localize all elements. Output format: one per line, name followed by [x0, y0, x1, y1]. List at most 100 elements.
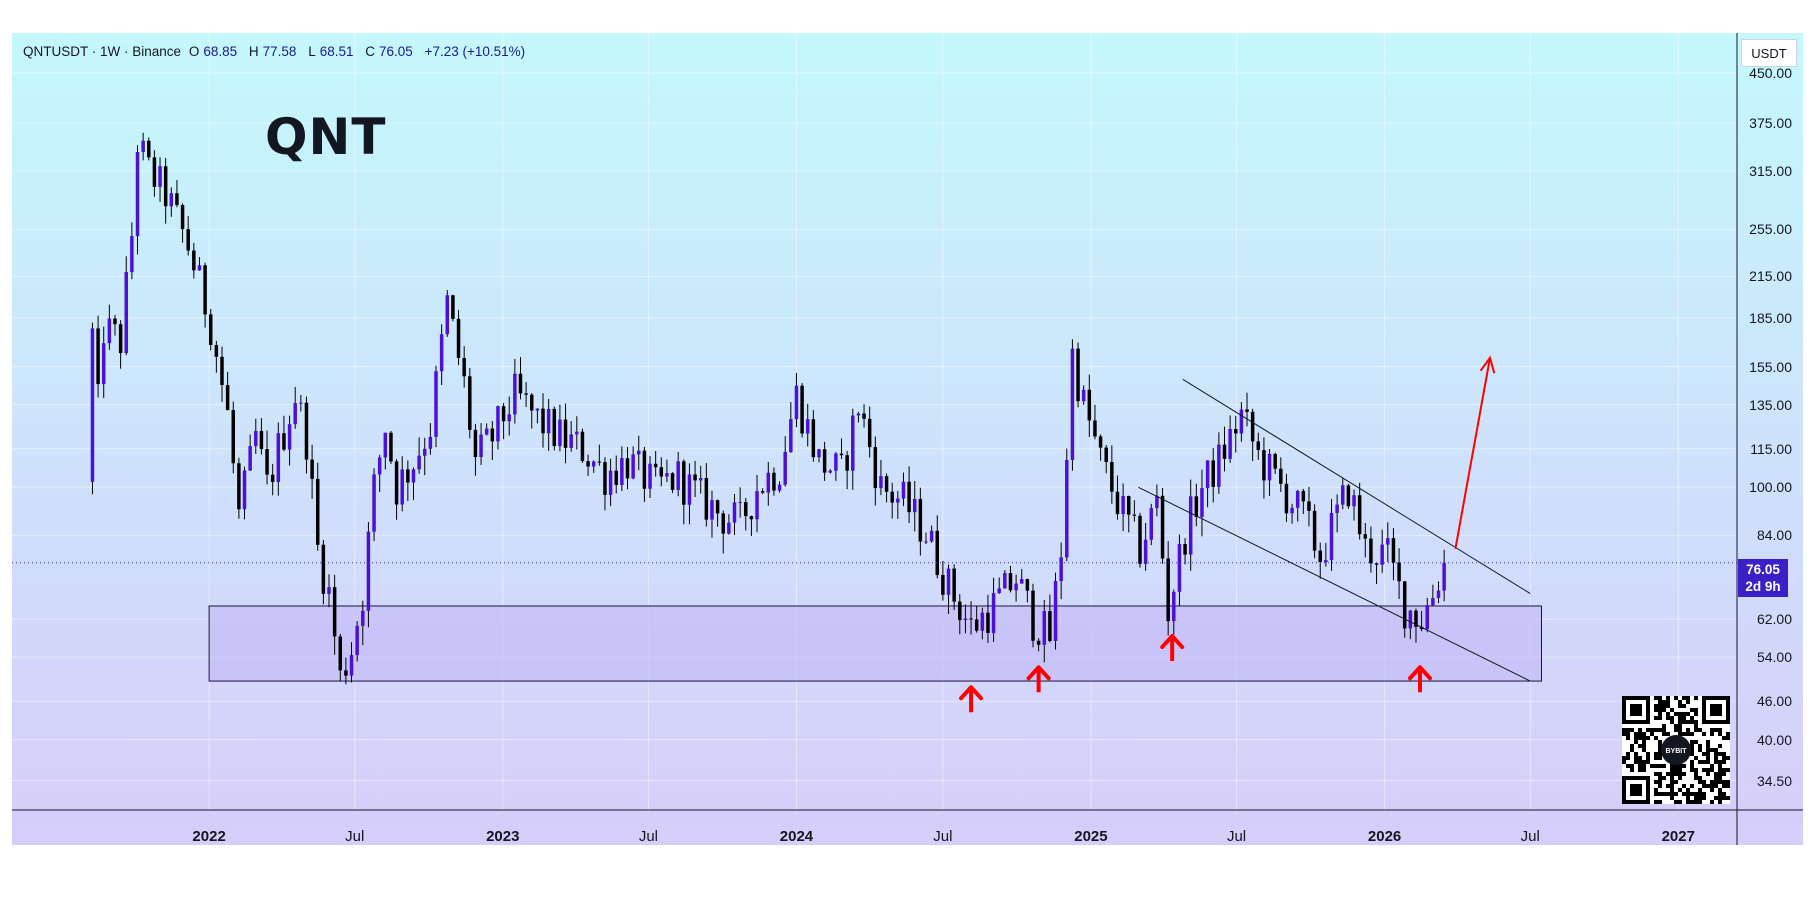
candle-down	[180, 205, 185, 230]
qr-module	[1658, 752, 1662, 756]
symbol-label[interactable]: QNTUSDT · 1W · Binance	[23, 44, 182, 59]
qr-module	[1630, 748, 1634, 752]
candle-up	[1155, 495, 1159, 509]
candle-up	[896, 498, 900, 503]
up-arrow-marker[interactable]	[1407, 665, 1432, 693]
candle-down	[760, 491, 765, 493]
projection-arrow-line[interactable]	[1454, 357, 1491, 549]
up-arrow-marker[interactable]	[959, 685, 984, 713]
candle-up	[1149, 508, 1154, 540]
qr-module	[1710, 788, 1714, 792]
qr-module	[1638, 764, 1642, 768]
qr-module	[1726, 736, 1730, 740]
qr-module	[1674, 696, 1678, 700]
bar-countdown: 2d 9h	[1745, 578, 1781, 594]
qr-module	[1638, 760, 1642, 764]
candle-down	[721, 513, 725, 534]
drawing-annotations	[12, 355, 1737, 713]
candle-down	[986, 612, 990, 633]
candle-up	[434, 371, 438, 437]
candle-down	[580, 431, 585, 462]
qr-module	[1642, 732, 1646, 736]
qr-module	[1658, 748, 1662, 752]
qr-module	[1702, 732, 1706, 736]
candle-up	[1239, 409, 1244, 434]
currency-selector[interactable]: USDT	[1741, 39, 1797, 67]
high-value: H 77.58	[248, 44, 297, 59]
qr-module	[1658, 716, 1662, 720]
qr-module	[1670, 716, 1674, 720]
candle-up	[1042, 611, 1047, 645]
candle-up	[107, 318, 112, 344]
qr-module	[1654, 756, 1658, 760]
candle-up	[383, 432, 388, 458]
candle-down	[873, 447, 878, 489]
qr-module	[1678, 776, 1682, 780]
qr-module	[1678, 732, 1682, 736]
candle-down	[1025, 579, 1030, 591]
candle-down	[1357, 495, 1362, 535]
candle-down	[1126, 496, 1131, 515]
candle-down	[163, 166, 168, 207]
qr-module	[1682, 772, 1686, 776]
qr-module	[1706, 760, 1710, 764]
candle-down	[890, 491, 894, 503]
price-tick-label: 155.00	[1749, 358, 1792, 375]
candle-up	[591, 461, 596, 467]
support-zone-layer	[208, 605, 1542, 682]
qr-module	[1670, 720, 1674, 724]
support-zone[interactable]	[208, 605, 1542, 682]
qr-module	[1694, 712, 1698, 716]
qr-module	[1682, 792, 1686, 796]
candle-up	[569, 434, 573, 448]
time-tick-label: Jul	[933, 828, 953, 845]
qr-code-icon: BYBIT	[1622, 696, 1730, 804]
qr-module	[1642, 764, 1646, 768]
time-tick-label: Jul	[1520, 828, 1540, 845]
candle-down	[113, 318, 117, 325]
candle-up	[665, 473, 669, 477]
qr-module	[1666, 700, 1670, 704]
candle-down	[1222, 444, 1227, 459]
price-tick-label: 34.50	[1756, 772, 1792, 789]
candle-up	[1329, 512, 1334, 561]
candle-down	[867, 418, 872, 448]
qr-module	[1686, 728, 1690, 732]
candle-up	[124, 272, 128, 354]
up-arrow-marker[interactable]	[1026, 665, 1051, 693]
price-chart[interactable]	[12, 33, 1803, 845]
qr-module	[1670, 784, 1674, 788]
qr-module	[1658, 744, 1662, 748]
candle-up	[1143, 539, 1148, 564]
candle-down	[715, 500, 720, 514]
channel-lower-trendline[interactable]	[1138, 486, 1531, 682]
channel-upper-trendline[interactable]	[1182, 378, 1531, 594]
up-arrow-marker[interactable]	[1160, 634, 1185, 662]
qr-module	[1658, 772, 1662, 776]
candle-up	[327, 587, 331, 594]
price-tick-label: 84.00	[1756, 527, 1792, 544]
candle-up	[197, 265, 202, 271]
candle-up	[783, 451, 787, 485]
qr-module	[1670, 708, 1674, 712]
price-tick-label: 185.00	[1749, 309, 1792, 326]
candle-up	[1431, 598, 1435, 606]
qr-module	[1626, 732, 1630, 736]
candle-down	[586, 461, 590, 467]
qr-module	[1726, 780, 1730, 784]
qr-module	[1714, 780, 1718, 784]
qr-module	[1674, 728, 1678, 732]
qr-module	[1654, 792, 1658, 796]
qr-module	[1670, 792, 1674, 796]
candle-up	[1059, 557, 1063, 582]
qr-module	[1654, 708, 1658, 712]
qr-module	[1678, 788, 1682, 792]
candle-up	[980, 612, 985, 631]
qr-module	[1698, 744, 1702, 748]
price-tick-label: 315.00	[1749, 163, 1792, 180]
qr-module	[1722, 784, 1726, 788]
qr-module	[1710, 764, 1714, 768]
qr-module	[1674, 800, 1678, 804]
candle-up	[558, 419, 562, 447]
candle-up	[169, 193, 174, 207]
